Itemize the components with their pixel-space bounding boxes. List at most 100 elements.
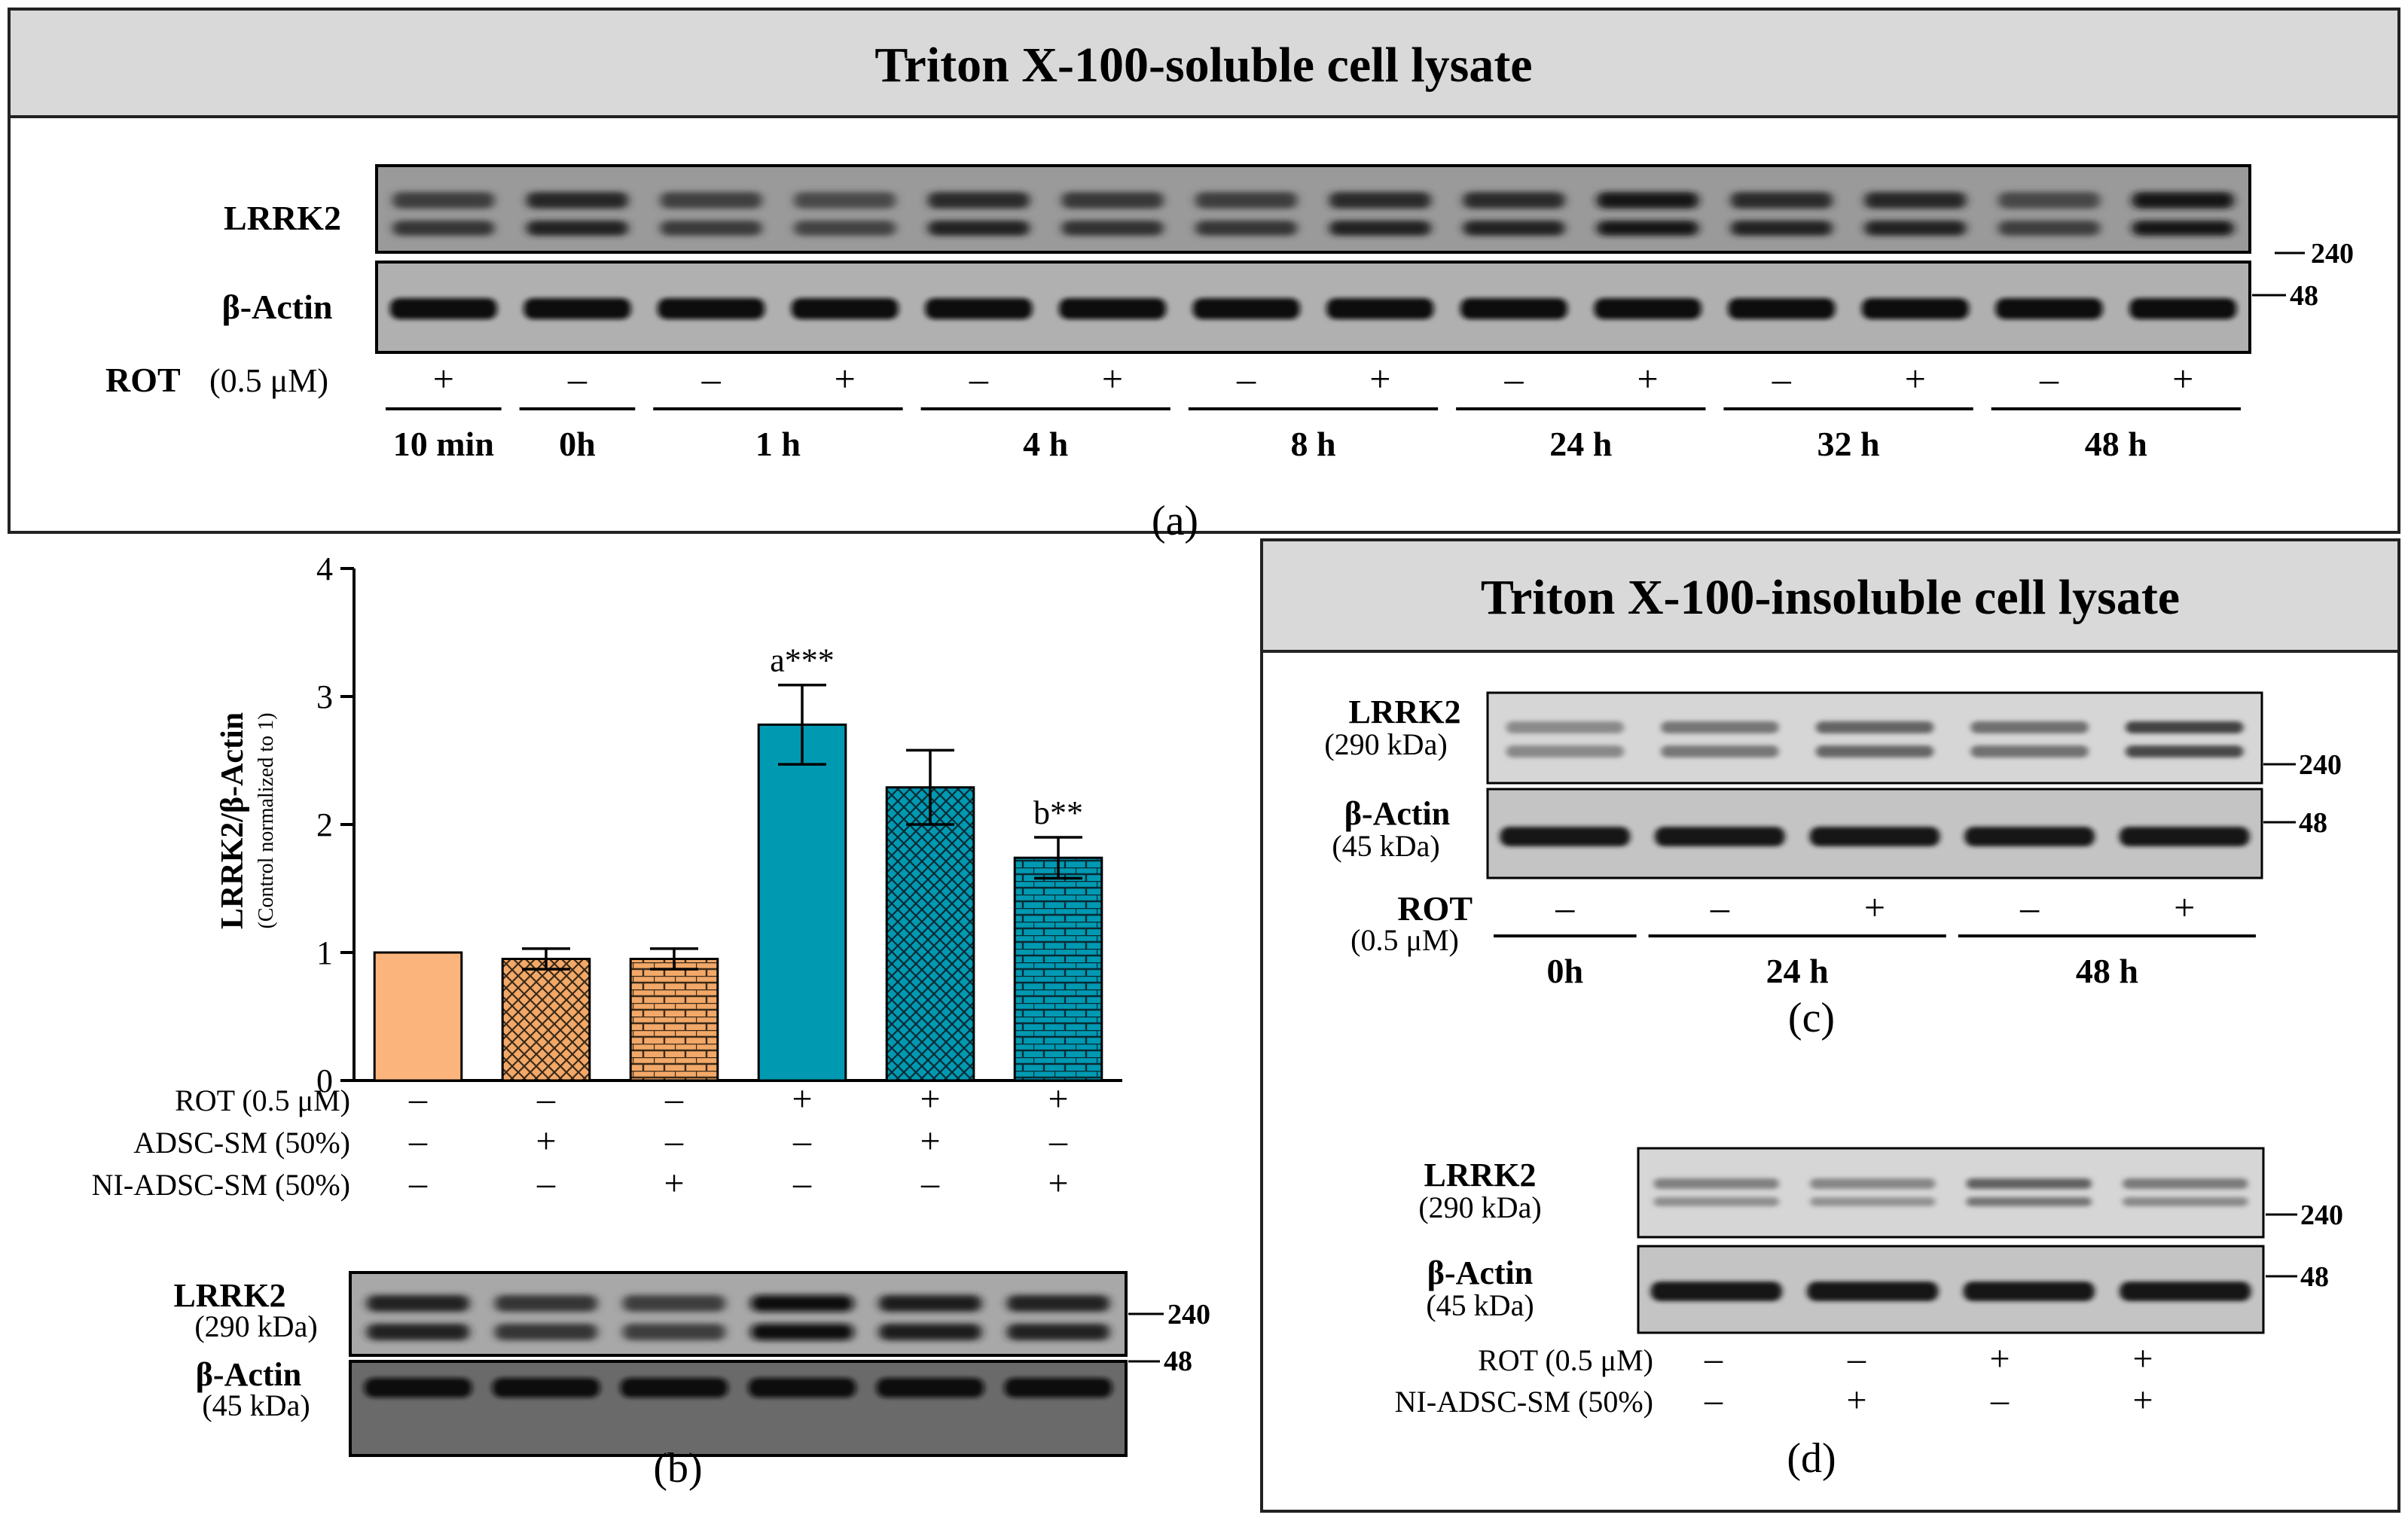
panel-c-rot-sign: – [1710, 886, 1730, 928]
panel-c-lrrk2-band [1661, 721, 1779, 733]
panel-b-lrrk2-band [751, 1295, 853, 1312]
panel-c-actin-band [1964, 827, 2095, 846]
panel-a-lrrk2-band [392, 221, 495, 236]
panel-c-lrrk2-band [1506, 745, 1624, 757]
panel-a-lrrk2-band [1998, 221, 2101, 236]
panel-a-rot-sign: + [1905, 358, 1926, 400]
y-tick-label: 0 [316, 1062, 333, 1099]
panel-c-actin-kda: (45 kDa) [1332, 829, 1439, 863]
panel-c-actin-band [2119, 827, 2250, 846]
panel-a-lrrk2-band [526, 192, 628, 209]
panel-b-sign: + [536, 1121, 556, 1161]
panel-d-lrrk2-band [1810, 1197, 1936, 1206]
panel-c-time-label: 48 h [2076, 952, 2138, 990]
panel-a-actin-band [1058, 298, 1167, 319]
panel-a-lrrk2-band [2132, 192, 2234, 209]
panel-b-sign: – [536, 1079, 556, 1119]
panel-d-lrrk2-band [1653, 1178, 1779, 1189]
panel-a-lrrk2-band [1463, 192, 1565, 209]
panel-a-actin-band [1728, 298, 1836, 319]
panel-a-lrrk2-band [1329, 192, 1431, 209]
panel-b-lrrk2-band [1007, 1295, 1109, 1312]
panel-a-time-label: 32 h [1817, 425, 1880, 463]
panel-a-time-label: 0h [559, 425, 596, 463]
panel-c-lrrk2-kda: (290 kDa) [1324, 727, 1447, 761]
y-tick-label: 1 [316, 934, 333, 971]
panel-c-blot-lrrk2 [1486, 691, 2263, 785]
panel-d-sign: – [1990, 1380, 2010, 1420]
panel-b-sign: – [408, 1079, 428, 1119]
panel-a-rot-label: ROT [105, 361, 181, 399]
panel-a-lrrk2-band [526, 221, 628, 236]
panel-d-sign: – [1847, 1339, 1866, 1379]
panel-b-actin-band [1004, 1378, 1112, 1398]
panel-d-sign: – [1704, 1380, 1723, 1420]
panel-a-lrrk2-band [1864, 192, 1967, 209]
panel-a-time-label: 10 min [393, 425, 494, 463]
panel-a-lrrk2-band [927, 192, 1030, 209]
panel-d-actin-label: β-Actin [1427, 1254, 1534, 1291]
panel-c-lrrk2-label: LRRK2 [1348, 693, 1460, 730]
panel-a-lrrk2-band [1597, 221, 1699, 236]
panel-a-lrrk2-band [1061, 221, 1164, 236]
panel-c-lrrk2-band [2126, 721, 2244, 733]
panel-d-lrrk2-label: LRRK2 [1424, 1157, 1536, 1193]
panel-b-lrrk2-kda: (290 kDa) [194, 1309, 317, 1343]
panel-a-blot-actin [375, 261, 2251, 354]
panel-b-actin-band [364, 1378, 472, 1398]
bar [629, 958, 719, 1082]
panel-a-header: Triton X-100-soluble cell lysate [874, 38, 1532, 93]
panel-b-actin-band [748, 1378, 856, 1398]
panel-a-actin-band [791, 298, 899, 319]
panel-b-row-label: ROT (0.5 μM) [175, 1084, 350, 1117]
panel-c-lrrk2-band [1970, 745, 2089, 757]
panel-b-lrrk2-band [623, 1324, 725, 1340]
significance-label: a*** [770, 642, 835, 679]
panel-b-chart: 0 1 2 3 4 [316, 550, 1122, 1099]
panel-b-actin-band [876, 1378, 984, 1398]
panel-b-sign: – [536, 1163, 556, 1203]
panel-c-rot-sign: + [1864, 886, 1885, 928]
panel-c-time-label: 24 h [1766, 952, 1829, 990]
panel-cd: Triton X-100-insoluble cell lysate LRRK2… [1260, 538, 2400, 1513]
panel-d-sign: + [2132, 1380, 2153, 1420]
bar [373, 951, 463, 1082]
panel-a-rot-sign: – [969, 358, 989, 400]
panel-a-lrrk2-band [660, 221, 762, 236]
panel-b-lrrk2-band [879, 1324, 981, 1340]
panel-a-rot-sign: – [1503, 358, 1524, 400]
panel-c-rot-sign: – [2019, 886, 2040, 928]
panel-c-rot-conc: (0.5 μM) [1350, 923, 1459, 957]
panel-a-actin-band [389, 298, 497, 319]
panel-b-marker-240: 240 [1167, 1299, 1210, 1330]
panel-b-sign: + [1048, 1079, 1068, 1119]
panel-d-lrrk2-band [1810, 1178, 1936, 1189]
panel-a-rot-conc: (0.5 μM) [209, 362, 328, 399]
panel-c-header-bg [1260, 538, 2400, 653]
panel-b-row-label: NI-ADSC-SM (50%) [92, 1168, 350, 1202]
panel-b-sign: – [1048, 1121, 1068, 1161]
panel-c-lrrk2-band [2126, 745, 2244, 757]
panel-c-time-label: 0h [1547, 952, 1584, 990]
panel-d-blot-lrrk2 [1637, 1147, 2265, 1239]
panel-b-sign: – [920, 1163, 940, 1203]
panel-d-row-label: NI-ADSC-SM (50%) [1395, 1385, 1653, 1419]
bar [885, 786, 975, 1082]
panel-a-header-bg [8, 8, 2400, 118]
panel-a-time-label: 48 h [2085, 425, 2147, 463]
panel-a-lrrk2-band [1195, 192, 1298, 209]
panel-b-actin-label: β-Actin [196, 1356, 302, 1393]
panel-b-blot-lrrk2 [349, 1271, 1128, 1357]
panel-c-lrrk2-band [1661, 745, 1779, 757]
panel-a-time-label: 8 h [1290, 425, 1335, 463]
panel-b-lrrk2-band [879, 1295, 981, 1312]
panel-d-lrrk2-band [1966, 1197, 2092, 1206]
panel-b: 0 1 2 3 4 LRRK2/β-Actin (Control normalized … [92, 550, 1210, 1492]
panel-a-rot-sign: – [701, 358, 722, 400]
panel-a-lrrk2-band [1998, 192, 2101, 209]
panel-d-sign: + [1846, 1380, 1866, 1420]
panel-d-lrrk2-band [2123, 1197, 2248, 1206]
panel-a-rot-sign: – [1772, 358, 1792, 400]
panel-d-actin-band [2120, 1282, 2251, 1301]
panel-d-sign: + [1989, 1339, 2010, 1379]
